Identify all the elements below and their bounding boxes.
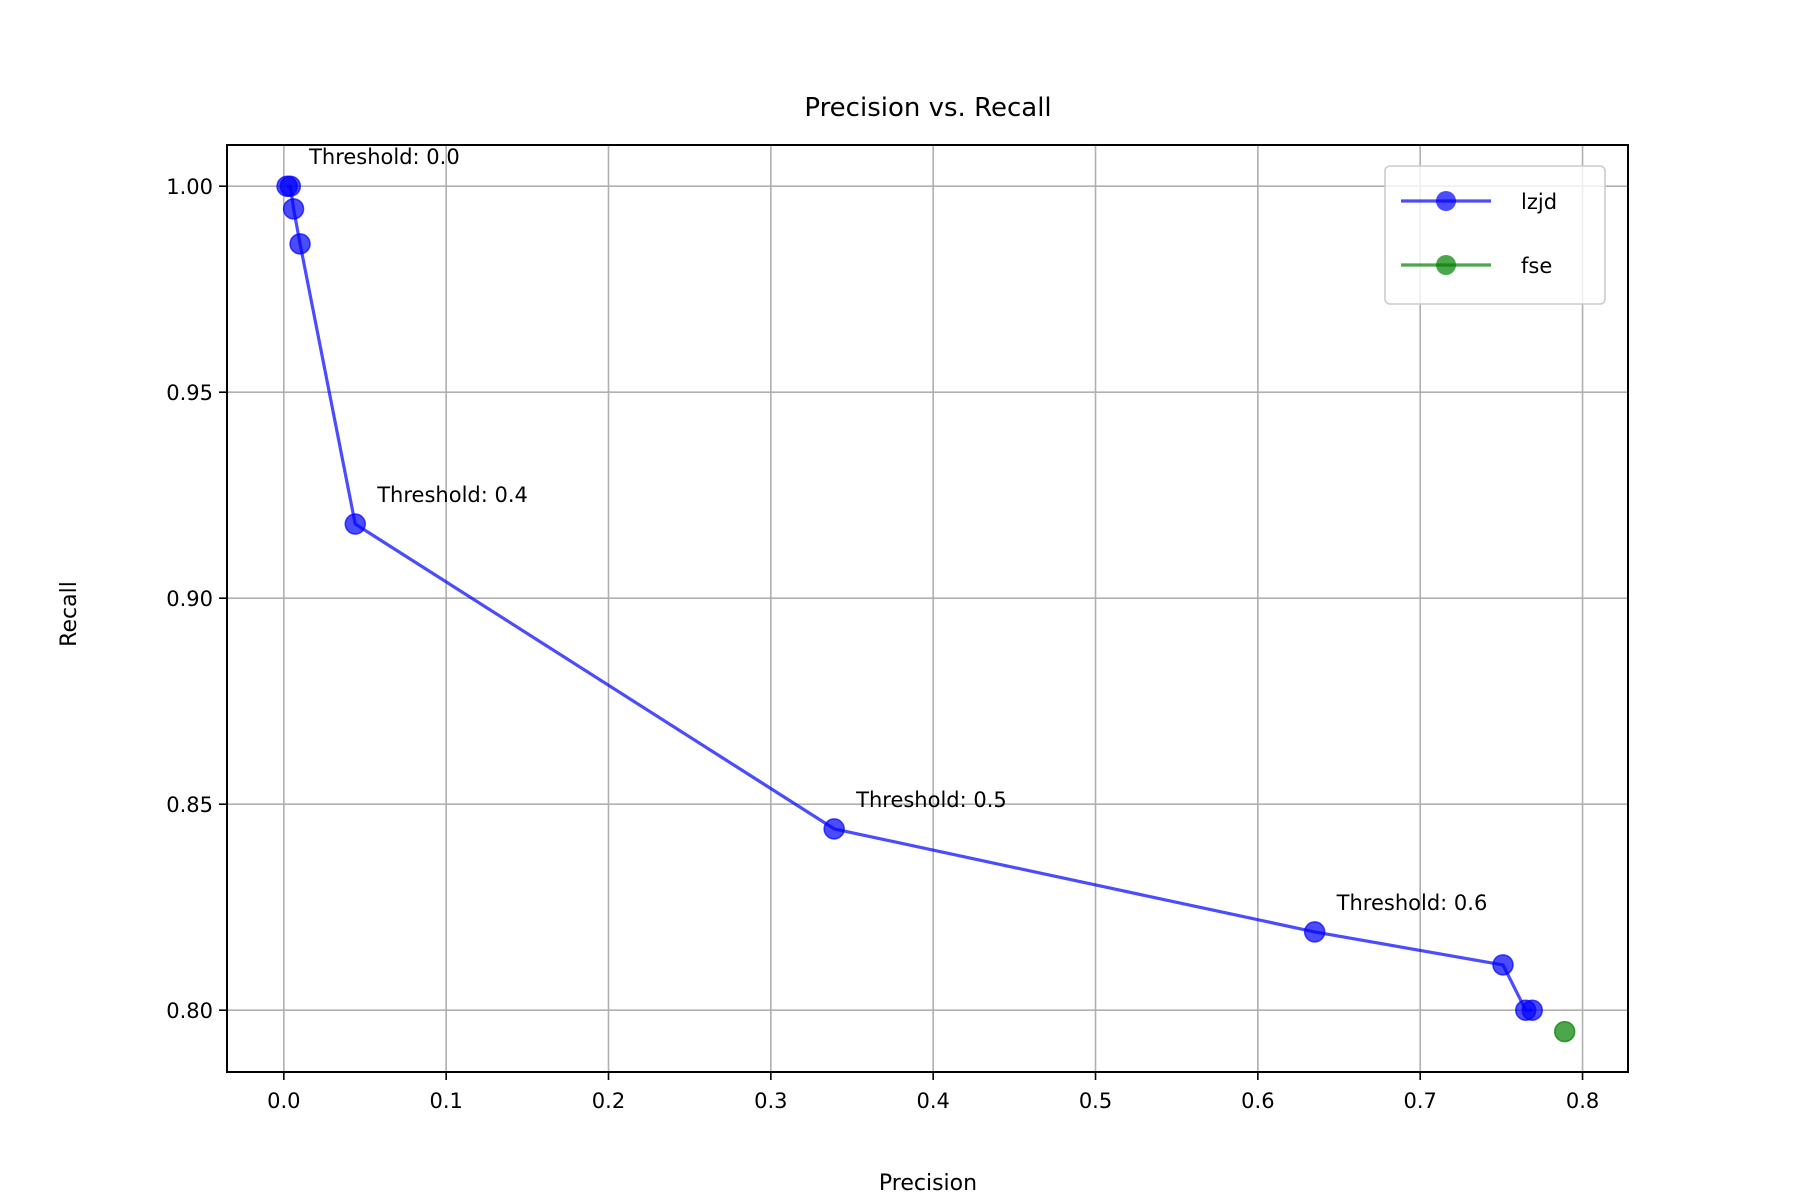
y-axis-label: Recall: [57, 581, 82, 647]
legend-label: fse: [1521, 254, 1552, 278]
x-tick-label: 0.1: [429, 1089, 462, 1113]
x-tick-label: 0.5: [1079, 1089, 1112, 1113]
plot-frame: [226, 144, 1629, 1073]
legend: lzjd fse: [1384, 165, 1606, 305]
data-point-lzjd: [279, 175, 302, 197]
chart-title: Precision vs. Recall: [804, 93, 1051, 123]
x-tick-label: 0.3: [754, 1089, 787, 1113]
legend-item-lzjd: lzjd: [1401, 190, 1557, 214]
threshold-annotation: Threshold: 0.0: [308, 145, 460, 169]
legend-marker: [1436, 255, 1456, 275]
data-point-lzjd: [1303, 921, 1326, 943]
y-tick-label: 0.80: [166, 999, 213, 1023]
y-tick-label: 0.85: [166, 793, 213, 817]
x-tick-label: 0.6: [1241, 1089, 1274, 1113]
data-point-lzjd: [289, 233, 311, 255]
series-line-lzjd: [287, 184, 1533, 1012]
y-tick-label: 1.00: [166, 175, 213, 199]
threshold-annotation: Threshold: 0.4: [376, 483, 528, 507]
x-tick-label: 0.7: [1404, 1089, 1437, 1113]
threshold-annotation: Threshold: 0.6: [1336, 891, 1488, 915]
series-layer: [276, 175, 1576, 1043]
data-point-lzjd: [823, 818, 845, 840]
x-axis-label: Precision: [879, 1171, 977, 1196]
data-point-lzjd: [1492, 954, 1514, 976]
data-point-lzjd: [344, 513, 366, 535]
annotation-layer: Threshold: 0.0 Threshold: 0.4 Threshold: 0…: [308, 145, 1487, 915]
x-tick-label: 0.0: [267, 1089, 300, 1113]
y-tick-label: 0.90: [166, 587, 213, 611]
data-point-lzjd: [1521, 999, 1543, 1021]
legend-item-fse: fse: [1401, 254, 1552, 278]
data-point-fse: [1553, 1020, 1576, 1043]
x-tick-label: 0.4: [916, 1089, 949, 1113]
legend-box: [1384, 165, 1606, 305]
x-tick-label: 0.8: [1566, 1089, 1599, 1113]
series-lzjd: [276, 175, 1543, 1021]
legend-marker: [1436, 191, 1456, 211]
y-axis-ticks: 0.80 0.85 0.90 0.95 1.00: [166, 175, 227, 1023]
threshold-annotation: Threshold: 0.5: [855, 788, 1007, 812]
data-point-lzjd: [282, 198, 305, 220]
x-axis-ticks: 0.0 0.1 0.2 0.3 0.4 0.5 0.6 0.7 0.8: [267, 1072, 1599, 1113]
x-tick-label: 0.2: [592, 1089, 625, 1113]
y-tick-label: 0.95: [166, 381, 213, 405]
legend-label: lzjd: [1521, 190, 1557, 214]
series-fse: [1553, 1020, 1576, 1043]
